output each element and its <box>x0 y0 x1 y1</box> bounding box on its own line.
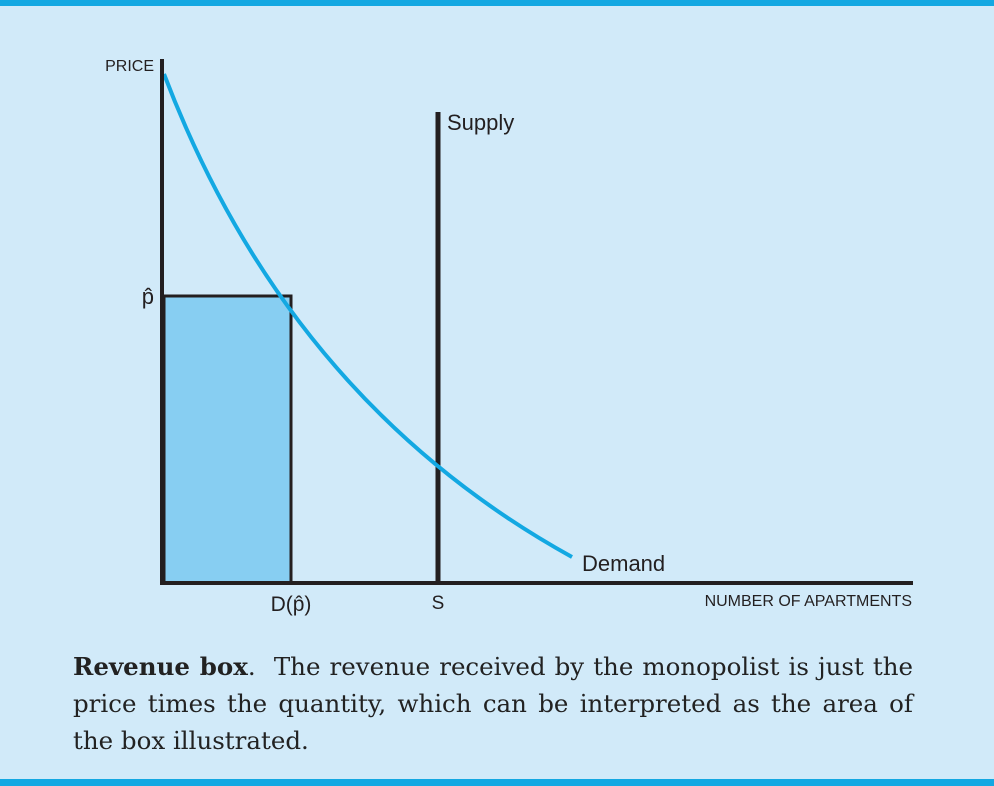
quantity-tick-label: D(p̂) <box>271 593 312 616</box>
caption-title: Revenue box <box>73 652 248 681</box>
x-axis-label: NUMBER OF APARTMENTS <box>705 593 912 610</box>
figure-caption: Revenue box. The revenue received by the… <box>73 652 913 755</box>
demand-label: Demand <box>582 551 665 576</box>
bottom-rule <box>0 779 994 786</box>
supply-tick-label: S <box>432 593 445 614</box>
revenue-box-diagram: PRICE Supply p̂ Demand D(p̂) S NUMBER OF… <box>105 58 913 616</box>
y-axis-label: PRICE <box>105 58 154 75</box>
supply-label: Supply <box>447 110 514 135</box>
top-rule <box>0 0 994 6</box>
revenue-box <box>162 294 293 585</box>
demand-curve <box>162 73 573 559</box>
price-tick-label: p̂ <box>142 284 154 309</box>
caption-text: The revenue received by the monopolist i… <box>73 652 913 755</box>
